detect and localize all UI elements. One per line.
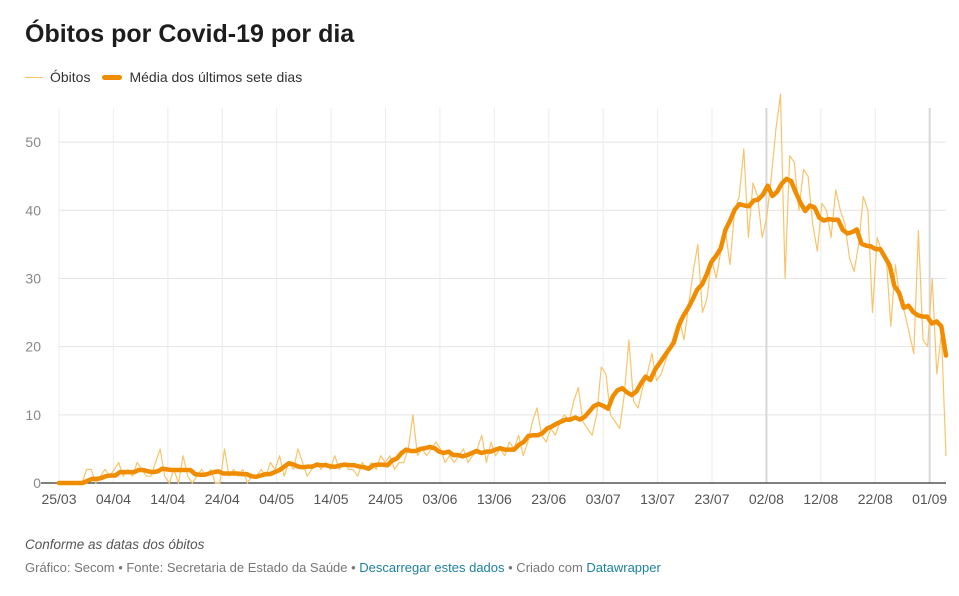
series-line-media: [56, 176, 949, 486]
download-data-link[interactable]: Descarregar estes dados: [359, 560, 505, 575]
y-axis: 0 10 20 30 40 50: [25, 134, 41, 491]
x-tick-label: 24/04: [205, 491, 240, 507]
footer-created-with: • Criado com: [504, 560, 587, 575]
x-tick-label: 23/07: [694, 491, 729, 507]
legend-item-daily: Óbitos: [25, 69, 90, 85]
y-tick-label: 10: [25, 407, 41, 423]
series-line-obitos: [58, 93, 947, 484]
chart-grid: [41, 108, 946, 484]
x-tick-label: 04/04: [96, 491, 131, 507]
x-tick-label: 24/05: [368, 491, 403, 507]
x-tick-label: 14/05: [314, 491, 349, 507]
x-tick-label: 02/08: [749, 491, 784, 507]
chart-title: Óbitos por Covid-19 por dia: [25, 20, 355, 48]
x-tick-label: 01/09: [912, 491, 947, 507]
x-tick-label: 04/05: [259, 491, 294, 507]
x-tick-label: 25/03: [41, 491, 76, 507]
x-axis: 25/03 04/04 14/04 24/04 04/05 14/05 24/05 03/06…: [41, 491, 947, 507]
legend: Óbitos Média dos últimos sete dias: [25, 69, 314, 85]
legend-swatch-daily: [25, 76, 43, 78]
legend-label-average: Média dos últimos sete dias: [129, 69, 303, 85]
x-tick-label: 03/07: [586, 491, 621, 507]
x-tick-label: 03/06: [422, 491, 457, 507]
chart-footer: Gráfico: Secom • Fonte: Secretaria de Es…: [25, 560, 661, 575]
y-tick-label: 40: [25, 202, 41, 218]
y-tick-label: 20: [25, 339, 41, 355]
legend-item-average: Média dos últimos sete dias: [102, 69, 302, 85]
chart-lines: [56, 93, 949, 486]
x-tick-label: 12/08: [803, 491, 838, 507]
chart-note: Conforme as datas dos óbitos: [25, 537, 205, 552]
x-tick-label: 13/06: [477, 491, 512, 507]
x-tick-label: 14/04: [150, 491, 185, 507]
y-tick-label: 30: [25, 270, 41, 286]
legend-label-daily: Óbitos: [50, 69, 91, 85]
footer-credits: Gráfico: Secom • Fonte: Secretaria de Es…: [25, 560, 360, 575]
datawrapper-link[interactable]: Datawrapper: [586, 560, 661, 575]
legend-swatch-average: [102, 74, 123, 80]
x-tick-label: 13/07: [640, 491, 675, 507]
x-tick-label: 23/06: [531, 491, 566, 507]
y-tick-label: 50: [25, 134, 41, 150]
y-tick-label: 0: [33, 475, 41, 491]
x-tick-label: 22/08: [858, 491, 893, 507]
